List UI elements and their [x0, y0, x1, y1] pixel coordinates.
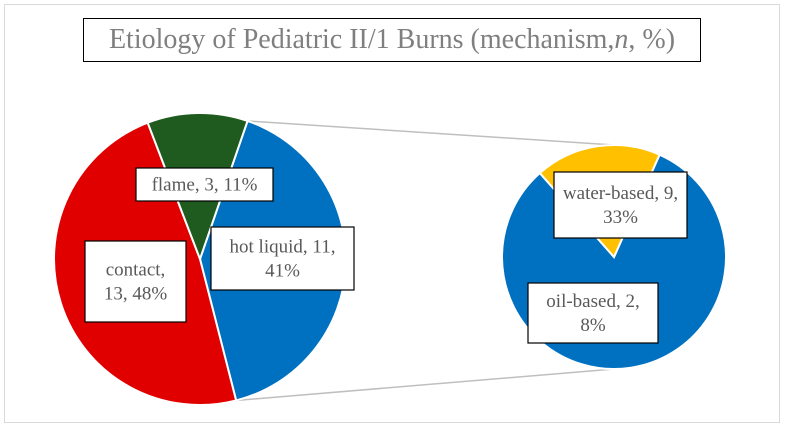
chart-title: Etiology of Pediatric II/1 Burns (mechan…: [83, 18, 701, 62]
label-hot-liquid-line-1: hot liquid, 11,: [230, 237, 336, 258]
label-flame-line-1: flame, 3, 11%: [152, 175, 258, 196]
label-water-based: water-based, 9, 33%: [553, 171, 688, 239]
label-oil-based-box: [527, 282, 659, 344]
label-oil-based-line-1: oil-based, 2,: [546, 291, 639, 312]
label-water-based-box: [553, 171, 688, 239]
connector-line-top: [247, 120, 615, 146]
label-water-based-line-2: 33%: [603, 207, 638, 228]
chart-title-italic-n: n: [614, 24, 629, 55]
label-contact-line-1: contact,: [106, 260, 166, 281]
label-contact-line-2: 13, 48%: [104, 284, 168, 305]
label-flame: flame, 3, 11%: [135, 167, 274, 202]
chart-title-part-1: Etiology of Pediatric II/1 Burns (mechan…: [108, 24, 615, 55]
label-oil-based-line-2: 8%: [580, 315, 606, 336]
label-contact-box: [84, 240, 187, 323]
data-labels: hot liquid, 11, 41% contact, 13, 48% flame, …: [84, 167, 688, 344]
connector-line-bottom: [236, 368, 615, 402]
label-hot-liquid: hot liquid, 11, 41%: [210, 226, 355, 291]
label-hot-liquid-box: [210, 226, 355, 291]
connector-lines: [236, 120, 615, 402]
label-oil-based: oil-based, 2, 8%: [527, 282, 659, 344]
label-hot-liquid-line-2: 41%: [265, 261, 300, 282]
label-contact: contact, 13, 48%: [84, 240, 187, 323]
chart-title-part-3: , %): [628, 24, 676, 55]
label-water-based-line-1: water-based, 9,: [563, 183, 678, 204]
label-flame-box: [135, 167, 274, 202]
